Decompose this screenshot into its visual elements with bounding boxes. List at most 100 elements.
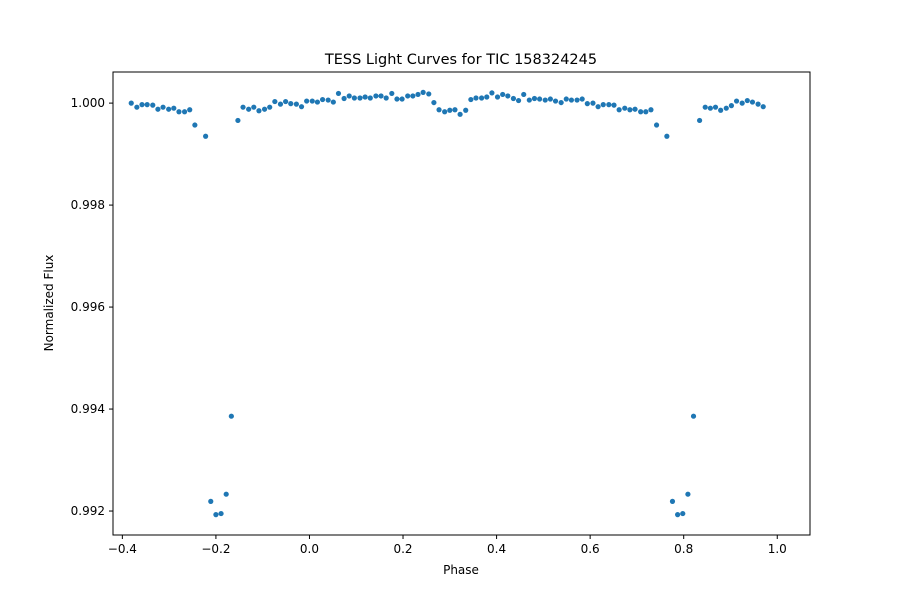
data-point	[144, 102, 150, 108]
x-axis-label: Phase	[443, 563, 479, 577]
data-point	[712, 104, 719, 110]
data-point	[733, 98, 740, 104]
y-tick-label: 0.996	[71, 300, 105, 314]
data-point	[267, 104, 273, 110]
data-point	[739, 100, 745, 106]
data-point	[702, 104, 708, 110]
data-point	[500, 91, 506, 98]
data-point	[261, 106, 268, 112]
data-point	[171, 105, 177, 111]
data-point	[600, 102, 606, 108]
data-point	[755, 101, 761, 107]
data-point	[298, 104, 305, 110]
data-point	[606, 102, 612, 108]
data-point	[749, 99, 756, 105]
data-point	[251, 104, 257, 110]
data-point	[415, 91, 421, 98]
data-point	[288, 101, 294, 107]
data-point	[707, 105, 713, 111]
x-tick-label: 1.0	[768, 542, 787, 556]
x-tick-label: 0.6	[581, 542, 600, 556]
data-point	[616, 107, 622, 113]
data-point	[547, 96, 553, 102]
data-point	[192, 122, 198, 128]
data-point	[166, 106, 172, 112]
data-point	[431, 99, 437, 106]
data-point	[595, 104, 601, 110]
data-point	[277, 101, 284, 107]
data-point	[584, 101, 590, 107]
data-point	[632, 106, 638, 112]
data-point	[531, 95, 538, 102]
data-point	[680, 510, 686, 517]
data-point	[389, 90, 395, 97]
data-point	[664, 133, 670, 139]
data-point	[325, 97, 331, 103]
y-axis-ticks: 0.992 0.994 0.996 0.998 1.000	[71, 96, 113, 518]
data-point	[463, 107, 469, 113]
data-point	[246, 106, 252, 112]
data-point	[484, 94, 490, 100]
y-tick-label: 0.994	[71, 402, 105, 416]
y-tick-label: 1.000	[71, 96, 105, 110]
data-point	[697, 117, 703, 124]
data-point	[187, 107, 193, 113]
data-point	[590, 100, 596, 106]
data-point	[378, 93, 384, 99]
data-point	[160, 104, 166, 110]
data-point	[223, 491, 229, 497]
data-point	[457, 111, 463, 117]
data-point	[155, 106, 161, 112]
data-point	[622, 105, 628, 111]
data-point	[447, 107, 453, 113]
data-point	[521, 91, 527, 98]
data-point	[426, 91, 432, 97]
data-point	[669, 498, 676, 504]
data-point	[479, 95, 485, 101]
data-point	[383, 95, 389, 101]
data-point	[335, 90, 342, 97]
data-point	[314, 99, 321, 105]
x-tick-label: −0.2	[201, 542, 230, 556]
data-point	[568, 97, 575, 103]
data-point	[341, 95, 347, 102]
data-point	[489, 90, 495, 96]
data-point	[181, 109, 188, 115]
y-tick-label: 0.992	[71, 504, 105, 518]
data-point	[494, 94, 501, 100]
x-axis-ticks: −0.4 −0.2 0.0 0.2 0.4 0.6 0.8 1.0	[108, 535, 787, 556]
x-tick-label: 0.0	[300, 542, 319, 556]
data-point	[728, 103, 735, 109]
data-point	[643, 109, 649, 115]
data-point	[442, 109, 448, 115]
data-point	[410, 93, 416, 99]
data-point	[452, 107, 458, 113]
data-point	[240, 104, 246, 110]
y-axis-label: Normalized Flux	[42, 255, 56, 352]
data-point	[362, 94, 368, 100]
data-point	[351, 95, 357, 101]
data-point	[357, 95, 363, 101]
data-point	[150, 102, 156, 108]
data-point	[574, 97, 580, 103]
data-point	[515, 97, 522, 104]
chart-title: TESS Light Curves for TIC 158324245	[324, 52, 597, 68]
data-point	[723, 105, 729, 111]
data-point	[436, 107, 442, 113]
data-point	[208, 498, 214, 504]
data-point	[627, 107, 633, 113]
data-point	[399, 96, 405, 102]
axes-frame	[112, 71, 811, 536]
data-points	[128, 89, 766, 518]
data-point	[394, 96, 400, 102]
data-point	[552, 98, 559, 104]
data-point	[373, 93, 379, 99]
data-point	[563, 96, 569, 102]
data-point	[537, 96, 543, 102]
data-point	[510, 95, 517, 102]
data-point	[405, 93, 411, 99]
data-point	[505, 93, 511, 99]
data-point	[203, 133, 209, 139]
data-point	[176, 109, 182, 115]
